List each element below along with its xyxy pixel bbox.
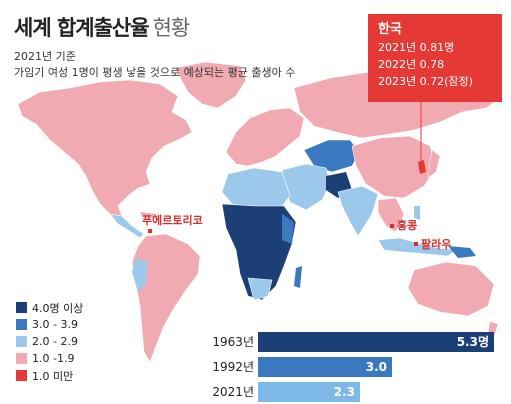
trend-year: 1963년 (212, 335, 254, 349)
legend-label: 3.0 - 3.9 (32, 318, 78, 331)
trend-row: 1992년 3.0 (202, 354, 502, 379)
legend: 4.0명 이상 3.0 - 3.9 2.0 - 2.9 1.0 -1.9 1.0 미만 (16, 299, 83, 384)
legend-swatch (16, 319, 27, 330)
trend-year: 2021년 (212, 385, 254, 399)
north-america (17, 79, 193, 217)
trend-year: 1992년 (212, 360, 254, 374)
legend-label: 1.0 -1.9 (32, 352, 75, 365)
legend-swatch (16, 353, 27, 364)
legend-label: 4.0명 이상 (32, 301, 84, 315)
legend-item: 4.0명 이상 (16, 299, 83, 316)
southern-africa (247, 277, 273, 301)
north-africa (221, 167, 291, 209)
central-america (109, 213, 145, 239)
greenland (174, 61, 247, 109)
legend-label: 1.0 미만 (32, 369, 74, 383)
east-africa (282, 214, 294, 244)
trend-row: 2021년 2.3 (202, 379, 502, 404)
trend-bar: 5.3명 (258, 331, 494, 352)
subtitle: 2021년 기준 가임기 여성 1명이 평생 낳을 것으로 예상되는 평균 출생… (14, 49, 295, 81)
legend-item: 1.0 미만 (16, 367, 83, 384)
title-light: 현황 (152, 16, 191, 40)
title-bold: 세계 합계출산율 (14, 16, 150, 40)
callout-row: 2022년 0.78 (378, 58, 445, 71)
legend-swatch (16, 336, 27, 347)
hong-kong-label: 홍콩 (397, 219, 418, 232)
legend-item: 1.0 -1.9 (16, 350, 83, 367)
trend-value: 3.0 (365, 359, 387, 374)
subtitle-line1: 2021년 기준 (14, 50, 76, 63)
puerto-rico-label: 푸에르토리코 (142, 214, 203, 227)
trend-value: 5.3명 (456, 335, 489, 349)
korea (418, 160, 426, 174)
southeast-asia (377, 197, 405, 233)
hong-kong-marker (390, 224, 394, 228)
trend-row: 1963년 5.3명 (202, 329, 502, 354)
trend-bar: 2.3 (258, 381, 360, 402)
callout-country: 한국 (378, 22, 402, 37)
east-asia (351, 135, 437, 199)
trend-bar: 3.0 (258, 356, 392, 377)
trend-value: 2.3 (333, 384, 355, 399)
middle-east (281, 163, 331, 211)
palau-marker (414, 242, 418, 246)
sub-saharan-africa (221, 203, 297, 301)
philippines (414, 206, 420, 220)
subtitle-line2: 가임기 여성 1명이 평생 낳을 것으로 예상되는 평균 출생아 수 (14, 66, 296, 79)
legend-swatch (16, 302, 27, 313)
legend-item: 2.0 - 2.9 (16, 333, 83, 350)
south-america-andean (132, 258, 148, 292)
new-guinea (448, 246, 476, 258)
japan (427, 149, 441, 179)
indonesia (377, 237, 457, 257)
madagascar (294, 266, 302, 288)
caribbean (140, 212, 158, 218)
legend-label: 2.0 - 2.9 (32, 335, 78, 348)
europe (225, 107, 305, 167)
palau-label: 팔라우 (421, 238, 452, 251)
south-asia (337, 185, 379, 237)
australia (407, 261, 495, 317)
puerto-rico-marker (148, 229, 152, 233)
world-trend-bars: 1963년 5.3명 1992년 3.0 2021년 2.3 (202, 329, 502, 404)
legend-item: 3.0 - 3.9 (16, 316, 83, 333)
south-america (131, 233, 201, 363)
legend-swatch (16, 370, 27, 381)
page-title: 세계 합계출산율 현황 (14, 12, 191, 42)
callout-row: 2023년 0.72(잠정) (378, 75, 473, 88)
korea-callout: 한국 2021년 0.81명 2022년 0.78 2023년 0.72(잠정) (368, 14, 502, 102)
callout-row: 2021년 0.81명 (378, 41, 455, 54)
